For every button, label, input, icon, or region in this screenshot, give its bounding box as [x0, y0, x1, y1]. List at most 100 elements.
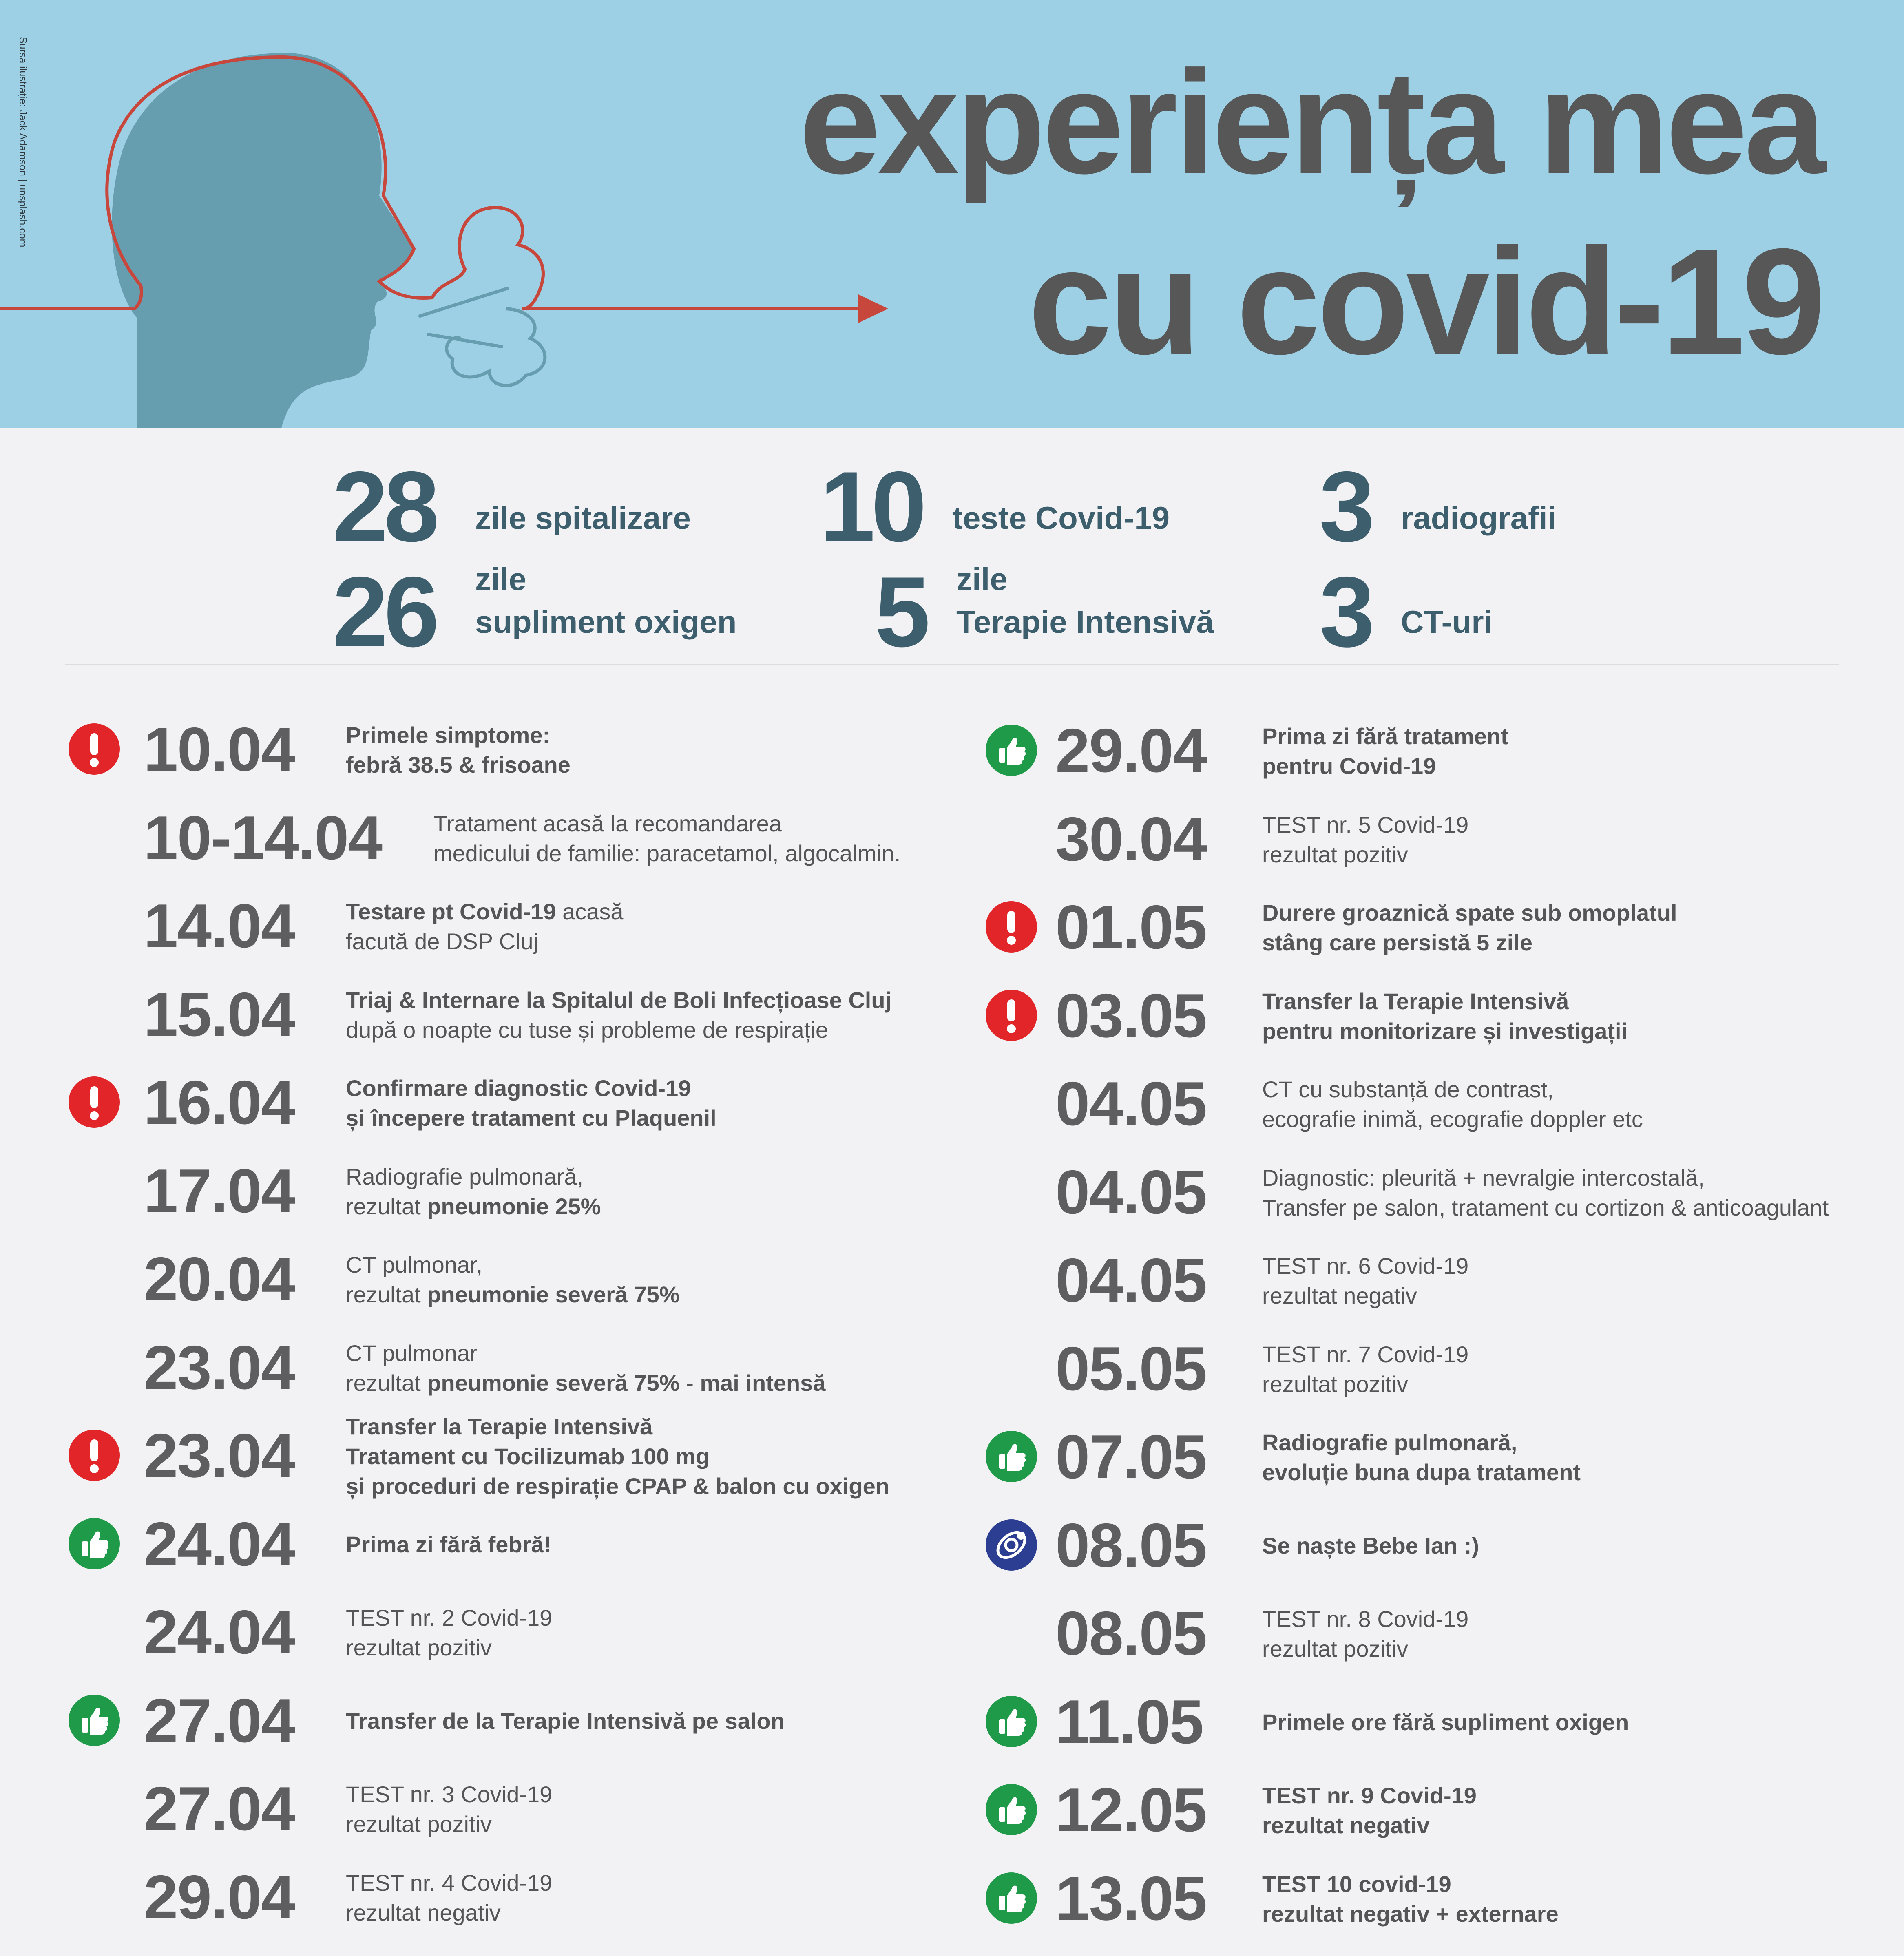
timeline-description: Transfer la Terapie Intensivă Tratament c… [346, 1414, 889, 1499]
timeline-row: 10.04 Primele simptome: febră 38.5 & friso… [0, 718, 938, 800]
timeline-date: 10.04 [144, 715, 295, 784]
timeline-description: TEST nr. 5 Covid-19 rezultat pozitiv [1262, 811, 1469, 867]
timeline-date: 15.04 [144, 979, 295, 1049]
timeline-date: 16.04 [144, 1068, 295, 1137]
timeline-row: 04.05 TEST nr. 6 Covid-19 rezultat negativ [0, 1249, 1904, 1331]
alert-icon [69, 1076, 120, 1128]
timeline-description: Tratament acasă la recomandarea medicului… [433, 810, 901, 866]
timeline-date: 30.04 [1055, 804, 1207, 874]
timeline-date: 14.04 [144, 891, 295, 961]
stat-label-line1: zile [475, 561, 526, 597]
timeline-date: 11.05 [1055, 1687, 1204, 1757]
timeline-row: 13.05 TEST 10 covid-19 rezultat negativ + … [0, 1868, 1904, 1949]
stat-label-line2: supliment oxigen [475, 604, 737, 640]
timeline-description: Radiografie pulmonară, evoluție buna dupa… [1262, 1430, 1581, 1485]
stat-number: 3 [1319, 556, 1375, 667]
timeline-row: 07.05 Radiografie pulmonară, evoluție buna… [0, 1426, 1904, 1507]
stat-label-line2: zile spitalizare [475, 500, 691, 536]
timeline-description: TEST 10 covid-19 rezultat negativ + exter… [1262, 1871, 1559, 1927]
coughing-head-illustration [0, 53, 888, 428]
timeline-description: CT pulmonar rezultat pneumonie severă 75%… [346, 1340, 826, 1396]
timeline-row: 08.05 Se naște Bebe Ian :) [0, 1514, 1904, 1596]
timeline-row: 23.04 Transfer la Terapie Intensivă Tratam… [0, 1414, 938, 1506]
timeline-row: 04.05 CT cu substanță de contrast, ecograf… [0, 1073, 1904, 1154]
timeline-date: 12.05 [1055, 1775, 1207, 1845]
timeline-description: Radiografie pulmonară, rezultat pneumonie… [346, 1163, 601, 1219]
head-outline-line [0, 55, 865, 311]
timeline-row: 29.04 Prima zi fără tratament pentru Covid… [0, 720, 1904, 801]
timeline-date: 03.05 [1055, 981, 1207, 1050]
timeline-row: 12.05 TEST nr. 9 Covid-19 rezultat negativ [0, 1779, 1904, 1861]
stat-number: 26 [332, 556, 439, 667]
timeline-row: 15.04 Triaj & Internare la Spitalul de Bo… [0, 984, 938, 1065]
timeline-row: 20.04 CT pulmonar, rezultat pneumonie seve… [0, 1248, 938, 1330]
timeline-date: 29.04 [1055, 716, 1207, 785]
thumbs-up-icon [986, 1431, 1037, 1482]
timeline-description: Primele ore fără supliment oxigen [1262, 1709, 1629, 1735]
alert-icon [986, 901, 1037, 953]
thumbs-up-icon [986, 1872, 1037, 1924]
timeline-description: Prima zi fără febră! [346, 1531, 552, 1557]
timeline-row: 01.05 Durere groaznică spate sub omoplatu… [0, 896, 1904, 978]
timeline-date: 01.05 [1055, 893, 1207, 962]
timeline-date: 24.04 [144, 1598, 295, 1667]
page-title-line-2: cu covid-19 [1028, 217, 1826, 386]
timeline-date: 27.04 [144, 1686, 295, 1755]
stat-number: 10 [820, 451, 927, 562]
timeline-row: 08.05 TEST nr. 8 Covid-19 rezultat pozitiv [0, 1602, 1904, 1684]
timeline-description: TEST nr. 9 Covid-19 rezultat negativ [1262, 1783, 1477, 1838]
timeline-description: Testare pt Covid-19 acasă facută de DSP C… [346, 899, 624, 954]
stat-number: 5 [875, 556, 930, 667]
timeline-row: 03.05 Transfer la Terapie Intensivă pentru… [0, 985, 1904, 1066]
header-banner: Sursa ilustrație: Jack Adamson | unsplas… [0, 0, 1904, 428]
stat-label-line2: radiografii [1401, 500, 1557, 536]
timeline-date: 23.04 [144, 1333, 295, 1402]
page-title-line-1: experiența mea [799, 40, 1826, 204]
timeline-row: 14.04 Testare pt Covid-19 acasă facută de … [0, 895, 938, 977]
timeline-row: 27.04 TEST nr. 3 Covid-19 rezultat pozitiv [0, 1778, 938, 1859]
timeline-row: 23.04 CT pulmonar rezultat pneumonie sever… [0, 1337, 938, 1418]
timeline-row: 29.04 TEST nr. 4 Covid-19 rezultat negativ [0, 1866, 938, 1948]
timeline-description: Triaj & Internare la Spitalul de Boli In… [346, 987, 892, 1043]
timeline-description: Prima zi fără tratament pentru Covid-19 [1262, 723, 1508, 779]
cough-line-bottom [427, 333, 503, 348]
timeline-description: TEST nr. 8 Covid-19 rezultat pozitiv [1262, 1606, 1469, 1662]
thumbs-up-icon [986, 725, 1037, 776]
timeline-description: Transfer de la Terapie Intensivă pe salo… [346, 1708, 785, 1734]
thumbs-up-icon [986, 1784, 1037, 1835]
timeline-date: 24.04 [144, 1509, 295, 1579]
alert-icon [69, 723, 120, 775]
timeline-row: 16.04 Confirmare diagnostic Covid-19 și în… [0, 1072, 938, 1153]
timeline-row: 24.04 TEST nr. 2 Covid-19 rezultat pozitiv [0, 1601, 938, 1683]
timeline-date: 08.05 [1055, 1510, 1207, 1580]
alert-icon [986, 989, 1037, 1041]
head-silhouette [112, 53, 414, 428]
timeline-description: Durere groaznică spate sub omoplatul stân… [1262, 900, 1677, 955]
stat-label-line2: teste Covid-19 [952, 500, 1170, 536]
timeline-description: CT pulmonar, rezultat pneumonie severă 75… [346, 1252, 680, 1307]
cough-line-top [418, 287, 509, 318]
stat-number: 28 [332, 451, 439, 562]
timeline-date: 29.04 [144, 1862, 295, 1932]
timeline-description: TEST nr. 6 Covid-19 rezultat negativ [1262, 1253, 1469, 1308]
timeline-row: 30.04 TEST nr. 5 Covid-19 rezultat pozitiv [0, 808, 1904, 890]
stat-label-line1: zile [956, 561, 1008, 597]
timeline-row: 27.04 Transfer de la Terapie Intensivă pe… [0, 1690, 938, 1771]
timeline-row: 04.05 Diagnostic: pleurită + nevralgie in… [0, 1161, 1904, 1243]
timeline-row: 24.04 Prima zi fără febră! [0, 1513, 938, 1595]
timeline-description: TEST nr. 2 Covid-19 rezultat pozitiv [346, 1605, 553, 1660]
timeline-date: 05.05 [1055, 1334, 1207, 1403]
timeline-date: 08.05 [1055, 1599, 1207, 1668]
timeline-row: 17.04 Radiografie pulmonară, rezultat pneu… [0, 1160, 938, 1242]
timeline-date: 13.05 [1055, 1863, 1207, 1933]
cough-cloud-icon [445, 307, 547, 387]
timeline-description: Se naște Bebe Ian :) [1262, 1532, 1479, 1558]
timeline-description: Diagnostic: pleurită + nevralgie interco… [1262, 1165, 1829, 1220]
timeline-description: TEST nr. 3 Covid-19 rezultat pozitiv [346, 1781, 553, 1837]
timeline-description: Transfer la Terapie Intensivă pentru moni… [1262, 988, 1628, 1044]
timeline-description: TEST nr. 4 Covid-19 rezultat negativ [346, 1870, 553, 1925]
timeline-date: 04.05 [1055, 1069, 1207, 1138]
pacifier-icon [986, 1519, 1037, 1571]
timeline-date: 27.04 [144, 1774, 295, 1843]
thumbs-up-icon [69, 1694, 120, 1746]
